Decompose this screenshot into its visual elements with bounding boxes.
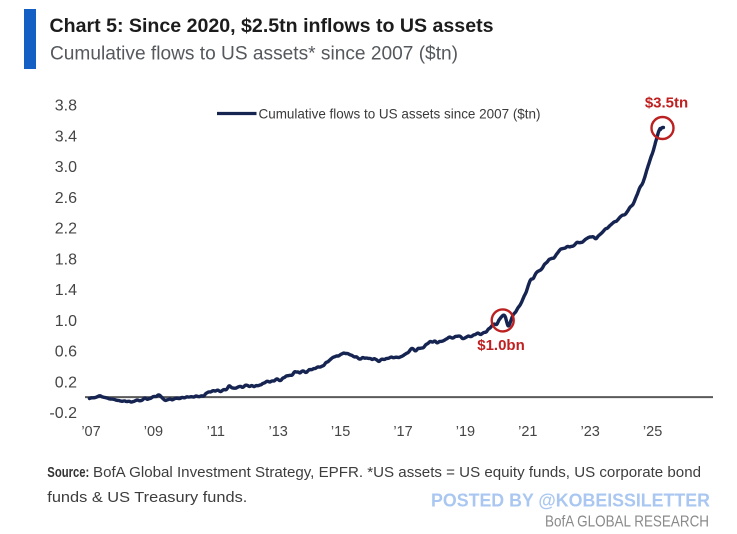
svg-text:$1.0bn: $1.0bn <box>477 337 525 354</box>
svg-text:Cumulative flows to US assets*: Cumulative flows to US assets* since 200… <box>50 44 458 65</box>
svg-text:’19: ’19 <box>456 424 475 440</box>
svg-text:0.6: 0.6 <box>55 344 77 361</box>
svg-text:’07: ’07 <box>81 424 100 440</box>
svg-text:Source:: Source: <box>47 464 89 481</box>
svg-text:’21: ’21 <box>518 424 537 440</box>
svg-text:3.0: 3.0 <box>55 159 77 176</box>
svg-text:Chart 5: Since 2020, $2.5tn in: Chart 5: Since 2020, $2.5tn inflows to U… <box>50 16 494 37</box>
svg-text:0.2: 0.2 <box>55 374 77 391</box>
svg-text:$3.5tn: $3.5tn <box>645 95 688 112</box>
svg-text:2.2: 2.2 <box>55 221 77 238</box>
svg-text:1.8: 1.8 <box>55 251 77 268</box>
svg-text:’15: ’15 <box>331 424 350 440</box>
svg-text:funds & US Treasury funds.: funds & US Treasury funds. <box>47 489 247 506</box>
svg-text:’09: ’09 <box>144 424 163 440</box>
svg-text:’23: ’23 <box>581 424 600 440</box>
svg-text:’13: ’13 <box>269 424 288 440</box>
svg-text:’11: ’11 <box>207 424 225 440</box>
svg-text:BofA GLOBAL RESEARCH: BofA GLOBAL RESEARCH <box>545 514 709 531</box>
svg-text:Cumulative flows to US assets: Cumulative flows to US assets since 2007… <box>259 105 541 121</box>
svg-text:1.4: 1.4 <box>55 282 77 299</box>
svg-text:’25: ’25 <box>643 424 662 440</box>
svg-text:1.0: 1.0 <box>55 313 77 330</box>
svg-text:BofA Global Investment Strateg: BofA Global Investment Strategy, EPFR. *… <box>93 464 701 481</box>
svg-text:POSTED BY @KOBEISSILETTER: POSTED BY @KOBEISSILETTER <box>431 491 710 511</box>
svg-text:2.6: 2.6 <box>55 190 77 207</box>
svg-text:3.8: 3.8 <box>55 98 77 115</box>
svg-text:-0.2: -0.2 <box>49 405 77 422</box>
svg-text:’17: ’17 <box>393 424 412 440</box>
svg-text:3.4: 3.4 <box>55 128 77 145</box>
